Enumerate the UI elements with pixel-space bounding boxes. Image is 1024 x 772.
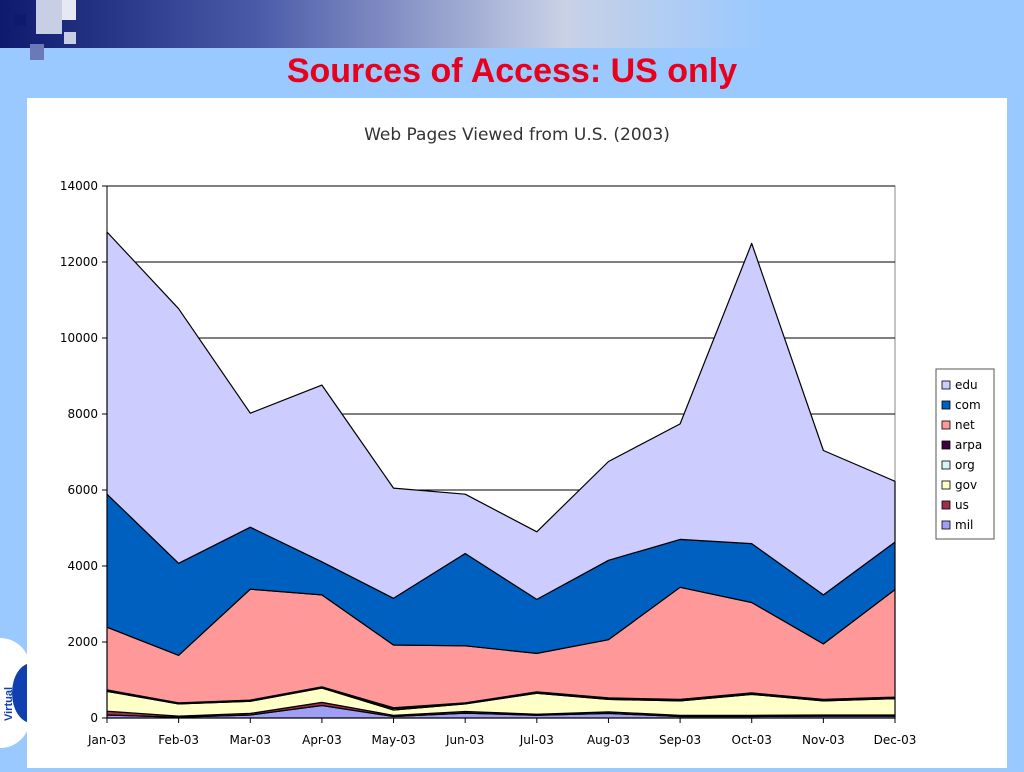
legend-label-mil: mil (955, 518, 973, 532)
legend-label-us: us (955, 498, 969, 512)
legend-label-com: com (955, 398, 981, 412)
chart-panel: Web Pages Viewed from U.S. (2003) 0 2000 4… (27, 98, 1007, 768)
decor-square-small (64, 32, 76, 44)
x-tick-label: Apr-03 (302, 733, 342, 747)
legend-swatch-arpa (941, 440, 951, 450)
x-tick-label: Nov-03 (802, 733, 845, 747)
legend-label-edu: edu (955, 378, 978, 392)
legend-swatch-gov (941, 480, 951, 490)
x-tick-label: Jun-03 (445, 733, 484, 747)
logo: Virtual (0, 638, 52, 748)
area-chart: Web Pages Viewed from U.S. (2003) 0 2000 4… (60, 125, 995, 747)
header-gradient-bar (0, 0, 1024, 48)
legend-label-gov: gov (955, 478, 977, 492)
chart-legend: edu com net arpa org gov us mil (935, 368, 995, 540)
area-series-edu (106, 231, 896, 600)
legend-swatch-com (941, 400, 951, 410)
legend-label-arpa: arpa (955, 438, 982, 452)
legend-label-org: org (955, 458, 975, 472)
x-tick-label: Oct-03 (732, 733, 772, 747)
y-tick-label: 2000 (67, 635, 98, 649)
x-tick-label: May-03 (371, 733, 415, 747)
legend-swatch-edu (941, 380, 951, 390)
x-tick-label: Aug-03 (587, 733, 630, 747)
decor-square-light (36, 0, 62, 34)
chart-title: Web Pages Viewed from U.S. (2003) (364, 125, 670, 145)
x-tick-label: Dec-03 (874, 733, 917, 747)
y-tick-label: 8000 (67, 407, 98, 421)
slide-title: Sources of Access: US only (286, 52, 738, 90)
decor-square-dark (14, 14, 26, 26)
legend-swatch-mil (941, 520, 951, 530)
legend-swatch-net (941, 420, 951, 430)
x-tick-label: Mar-03 (230, 733, 271, 747)
decor-square-lower (30, 44, 44, 60)
y-tick-label: 6000 (67, 483, 98, 497)
x-tick-label: Jul-03 (519, 733, 554, 747)
y-tick-label: 12000 (60, 255, 98, 269)
y-tick-label: 14000 (60, 179, 98, 193)
y-tick-label: 4000 (67, 559, 98, 573)
legend-swatch-us (941, 500, 951, 510)
legend-swatch-org (941, 460, 951, 470)
x-tick-label: Feb-03 (158, 733, 199, 747)
x-tick-label: Jan-03 (87, 733, 126, 747)
logo-text: Virtual (3, 686, 16, 722)
legend-box (935, 368, 995, 540)
decor-square-mid (62, 0, 76, 20)
x-tick-label: Sep-03 (659, 733, 701, 747)
y-tick-label: 10000 (60, 331, 98, 345)
legend-label-net: net (955, 418, 975, 432)
y-tick-label: 0 (90, 711, 98, 725)
